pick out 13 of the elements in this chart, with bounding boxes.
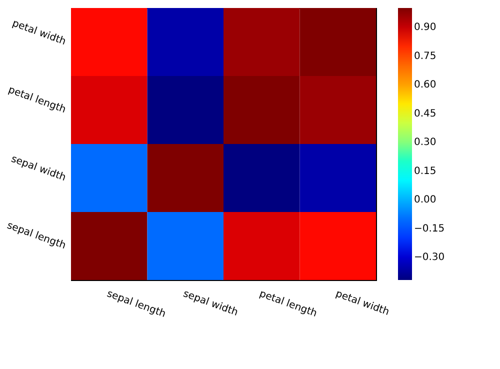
- color-bar-label: −0.30: [414, 252, 445, 264]
- color-bar-label: −0.15: [414, 223, 445, 234]
- color-bar-label: 0.00: [414, 194, 436, 206]
- color-bar-label: 0.90: [414, 22, 436, 34]
- color-bar-label: 0.45: [414, 108, 436, 120]
- color-bar-label: 0.75: [414, 50, 436, 62]
- x-tick-label: sepal width: [182, 288, 240, 318]
- color-bar-label: 0.15: [414, 166, 436, 177]
- y-tick-label: petal width: [10, 18, 68, 48]
- x-tick-label: petal width: [334, 288, 391, 318]
- y-tick-label: sepal width: [10, 154, 68, 184]
- color-bar-label: 0.60: [414, 80, 436, 91]
- color-bar-label: 0.30: [414, 137, 436, 148]
